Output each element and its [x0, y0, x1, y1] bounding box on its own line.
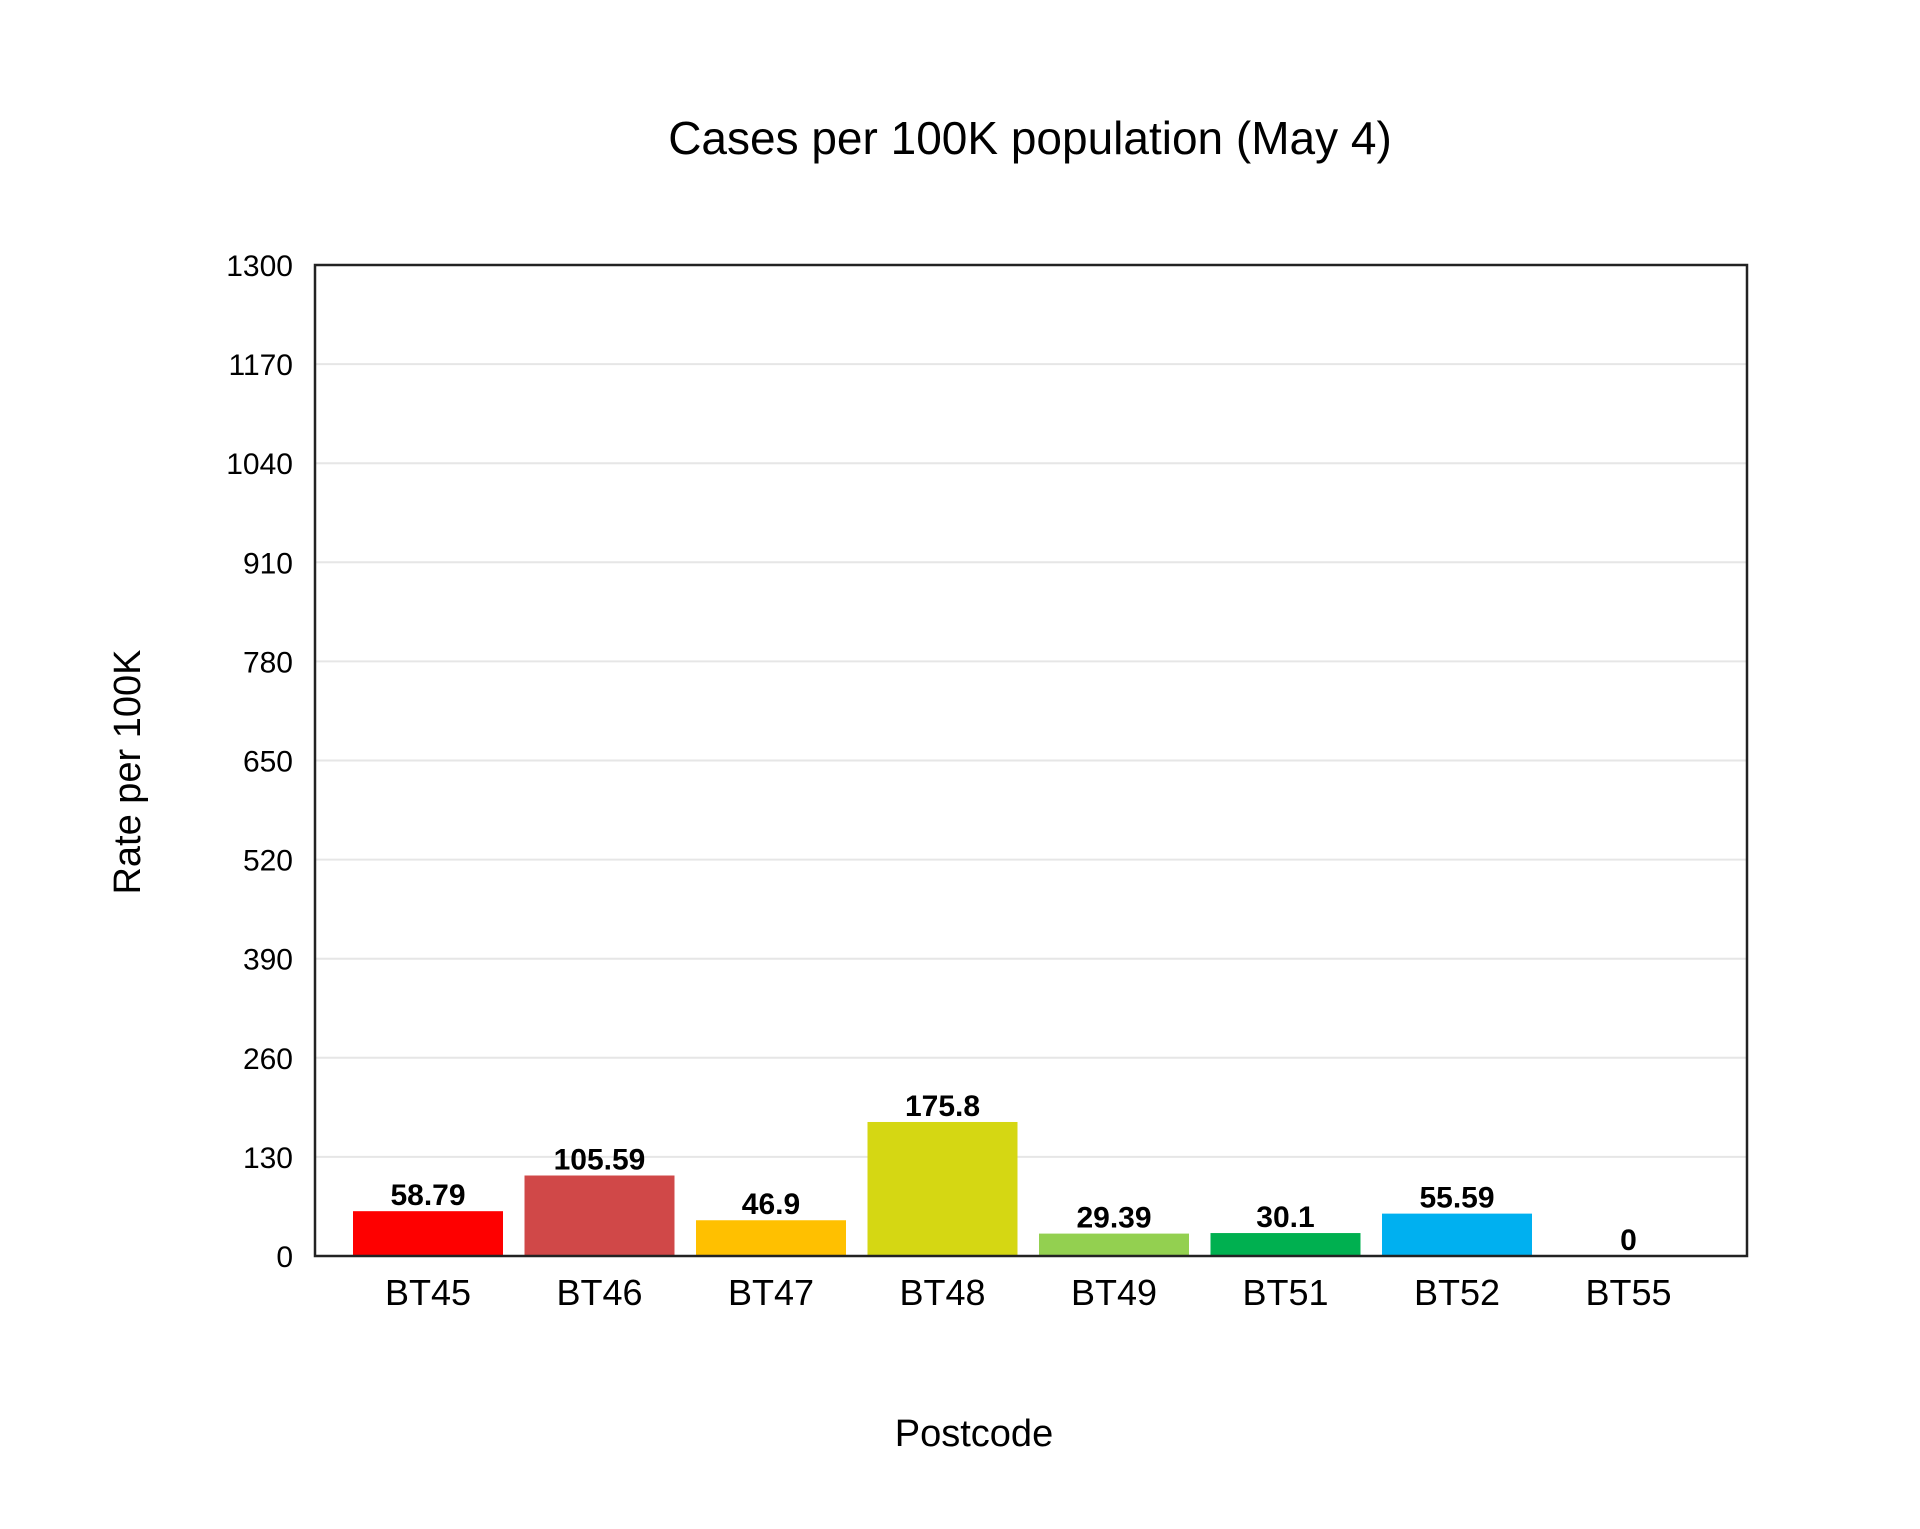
y-tick-labels: 0 130 260 390 520 650 780 910 1040 1170 1300: [226, 250, 293, 1274]
bar-bt49: [1039, 1233, 1189, 1256]
x-tick-label: BT51: [1242, 1272, 1328, 1313]
x-tick-label: BT48: [899, 1272, 985, 1313]
x-tick-label: BT47: [728, 1272, 814, 1313]
data-label: 105.59: [554, 1144, 646, 1177]
y-tick-label: 910: [243, 547, 293, 580]
y-tick-label: 650: [243, 746, 293, 779]
x-axis-label: Postcode: [895, 1413, 1053, 1455]
x-tick-label: BT49: [1071, 1272, 1157, 1313]
bar-bt47: [696, 1220, 846, 1256]
data-label: 175.8: [905, 1090, 980, 1123]
y-tick-label: 1170: [228, 349, 293, 382]
data-label: 30.1: [1256, 1201, 1314, 1234]
y-tick-label: 780: [243, 646, 293, 679]
y-tick-label: 1040: [226, 448, 293, 481]
x-tick-label: BT46: [556, 1272, 642, 1313]
x-tick-labels: BT45 BT46 BT47 BT48 BT49 BT51 BT52 BT55: [385, 1272, 1672, 1313]
bar-bt51: [1210, 1233, 1361, 1256]
y-tick-label: 1300: [226, 250, 293, 283]
bar-bt48: [867, 1121, 1018, 1256]
data-label: 55.59: [1419, 1182, 1494, 1215]
bar-bt45: [353, 1211, 503, 1256]
y-axis-label: Rate per 100K: [107, 649, 149, 894]
y-tick-label: 130: [243, 1142, 293, 1175]
plot-frame: [313, 263, 1749, 1258]
data-label: 29.39: [1076, 1202, 1151, 1235]
bar-bt52: [1382, 1213, 1532, 1256]
y-tick-label: 260: [243, 1043, 293, 1076]
bar-bt46: [524, 1175, 675, 1256]
bars: [353, 1121, 1532, 1256]
gridlines: [315, 363, 1747, 1158]
x-tick-label: BT45: [385, 1272, 471, 1313]
chart-title: Cases per 100K population (May 4): [668, 112, 1392, 164]
data-label: 58.79: [390, 1179, 465, 1212]
x-tick-label: BT55: [1585, 1272, 1671, 1313]
y-tick-label: 0: [276, 1241, 293, 1274]
y-tick-label: 520: [243, 845, 293, 878]
y-tick-label: 390: [243, 944, 293, 977]
x-tick-label: BT52: [1414, 1272, 1500, 1313]
data-label: 0: [1620, 1224, 1637, 1257]
data-labels: 58.79 105.59 46.9 175.8 29.39 30.1 55.59 0: [390, 1090, 1636, 1257]
data-label: 46.9: [742, 1188, 800, 1221]
